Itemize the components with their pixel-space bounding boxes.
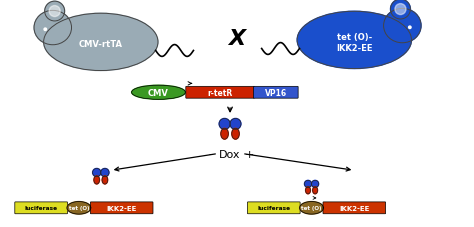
Polygon shape [67,202,91,214]
Ellipse shape [44,14,158,71]
Ellipse shape [395,5,406,15]
Ellipse shape [132,86,185,100]
Ellipse shape [221,129,228,140]
Text: IKK2-EE: IKK2-EE [339,205,370,211]
FancyBboxPatch shape [15,202,67,214]
Ellipse shape [92,169,101,177]
Ellipse shape [102,176,108,184]
Text: luciferase: luciferase [257,205,291,210]
Ellipse shape [232,129,239,140]
Ellipse shape [313,187,318,194]
Ellipse shape [297,12,411,69]
Text: +: + [245,149,255,159]
Text: r-tetR: r-tetR [208,88,233,97]
Text: tet (O): tet (O) [69,205,89,210]
Ellipse shape [391,0,410,20]
Text: tet (O)-
IKK2-EE: tet (O)- IKK2-EE [336,33,373,52]
Text: VP16: VP16 [264,88,287,97]
Ellipse shape [230,119,241,130]
FancyBboxPatch shape [254,87,298,99]
Ellipse shape [94,176,100,184]
Text: X: X [228,29,246,49]
Ellipse shape [49,7,60,17]
Text: -: - [208,149,212,159]
Text: CMV-rtTA: CMV-rtTA [79,40,123,49]
Text: tet (O): tet (O) [301,205,322,210]
Ellipse shape [45,2,64,22]
Ellipse shape [304,180,311,188]
Ellipse shape [34,11,72,46]
Text: IKK2-EE: IKK2-EE [107,205,137,211]
Ellipse shape [44,29,46,31]
Text: Dox: Dox [219,149,241,159]
Ellipse shape [101,169,109,177]
Ellipse shape [409,27,411,30]
FancyBboxPatch shape [91,202,153,214]
Text: luciferase: luciferase [25,205,58,210]
Polygon shape [300,202,323,214]
Ellipse shape [306,187,310,194]
FancyBboxPatch shape [323,202,386,214]
FancyBboxPatch shape [186,87,255,99]
Text: CMV: CMV [148,88,169,97]
Ellipse shape [219,119,230,130]
Ellipse shape [383,9,421,44]
FancyBboxPatch shape [247,202,300,214]
Ellipse shape [311,180,319,188]
